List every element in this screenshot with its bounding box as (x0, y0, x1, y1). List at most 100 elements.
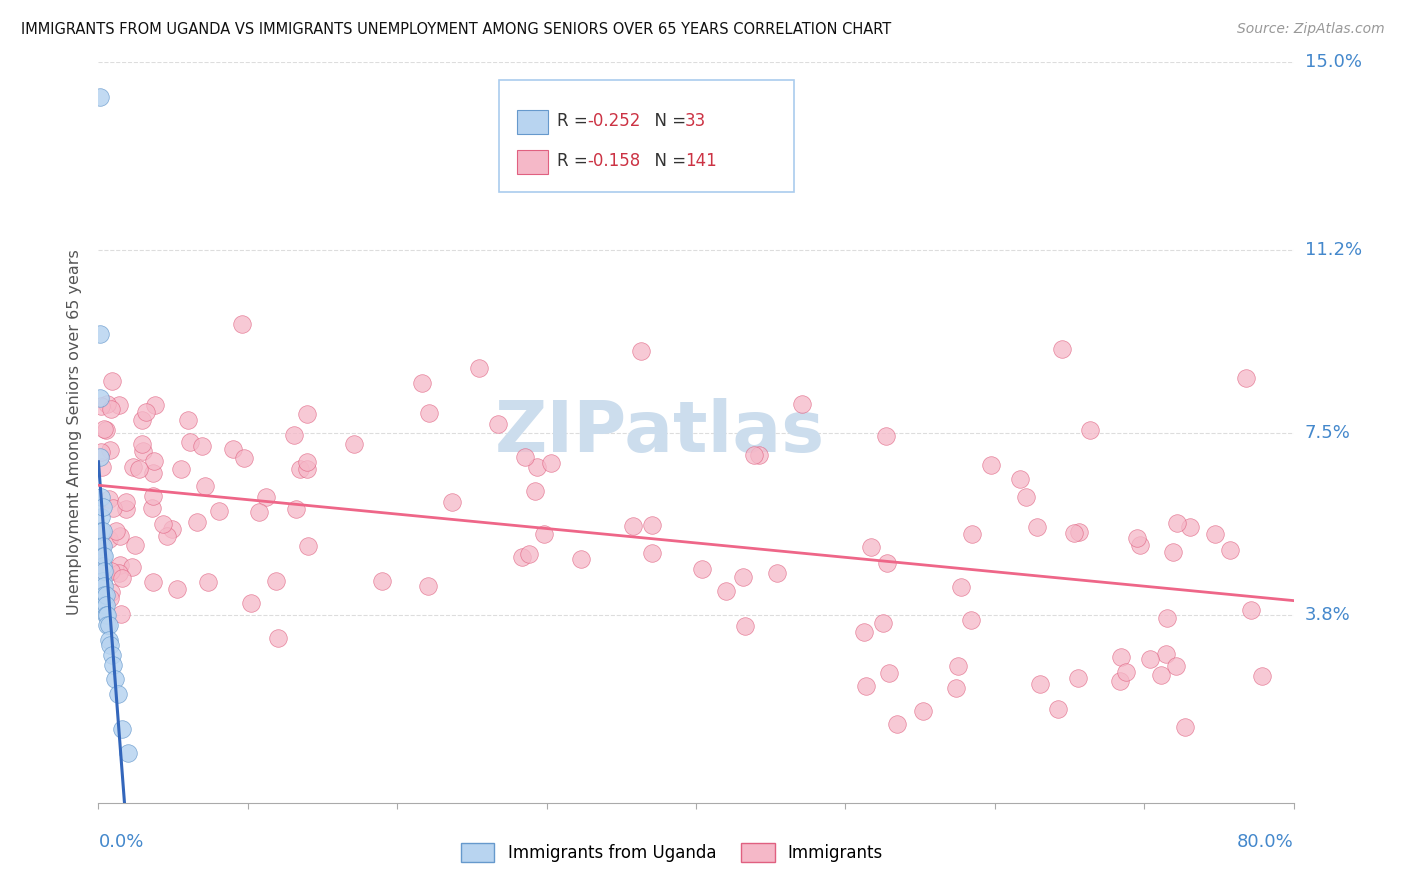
Point (441, 494, 464, 508)
Point (160, 522, 183, 536)
Point (876, 556, 898, 570)
Legend: Immigrants from Uganda, Immigrants: Immigrants from Uganda, Immigrants (454, 836, 890, 869)
Point (860, 541, 883, 555)
Point (690, 561, 713, 575)
Text: -0.158: -0.158 (588, 152, 641, 169)
Point (533, 526, 555, 541)
Point (96, 397, 118, 411)
Point (94, 608, 117, 623)
Point (107, 687, 129, 701)
Point (526, 459, 548, 474)
Point (91, 460, 114, 475)
Text: Source: ZipAtlas.com: Source: ZipAtlas.com (1237, 22, 1385, 37)
Point (93, 599, 115, 613)
Point (540, 456, 562, 470)
Point (630, 344, 652, 359)
Point (90, 526, 112, 541)
Point (949, 581, 972, 595)
Point (1166, 516, 1188, 530)
Point (96, 608, 118, 623)
Point (97, 532, 120, 546)
Point (94, 599, 117, 613)
Point (89, 450, 111, 465)
Point (93, 422, 115, 436)
Point (766, 566, 789, 581)
Text: 80.0%: 80.0% (1237, 833, 1294, 851)
Point (90, 542, 112, 557)
Text: N =: N = (644, 112, 692, 129)
Point (515, 450, 537, 464)
Point (93, 579, 115, 593)
Point (852, 624, 875, 639)
Point (166, 582, 188, 597)
Text: 7.5%: 7.5% (1305, 424, 1351, 442)
Point (247, 506, 270, 520)
Point (100, 443, 122, 458)
Point (100, 402, 122, 417)
Point (90, 490, 112, 504)
Point (111, 571, 134, 585)
Point (108, 398, 131, 412)
Point (297, 539, 319, 553)
Text: 33: 33 (685, 112, 706, 129)
Point (1050, 342, 1073, 356)
Point (90, 509, 112, 524)
Point (97, 618, 120, 632)
Text: R =: R = (557, 152, 593, 169)
Point (911, 704, 934, 718)
Point (716, 584, 738, 599)
Point (886, 716, 908, 731)
Point (283, 428, 305, 442)
Point (179, 434, 201, 449)
Point (108, 558, 131, 572)
Point (872, 616, 894, 631)
Point (152, 517, 174, 532)
Point (117, 747, 139, 761)
Point (569, 551, 592, 566)
Point (411, 376, 433, 390)
Point (855, 679, 877, 693)
Text: 141: 141 (685, 152, 717, 169)
Point (156, 529, 179, 543)
Point (1078, 424, 1101, 438)
Point (131, 413, 153, 427)
Point (101, 500, 124, 515)
Text: ZIPatlas: ZIPatlas (495, 398, 825, 467)
Point (418, 579, 440, 593)
Point (946, 659, 969, 673)
Point (519, 548, 541, 562)
Point (91, 500, 114, 514)
Point (111, 722, 134, 736)
Point (1067, 525, 1090, 540)
Point (101, 648, 124, 662)
Point (89, 391, 111, 405)
Point (264, 574, 287, 589)
Text: 3.8%: 3.8% (1305, 607, 1350, 624)
Point (1204, 526, 1226, 541)
Point (1008, 472, 1031, 486)
Point (524, 484, 547, 499)
Point (89, 326, 111, 341)
Point (91, 574, 114, 588)
Point (103, 657, 125, 672)
Point (114, 495, 136, 509)
Point (100, 585, 122, 599)
Point (97, 492, 120, 507)
Point (1240, 602, 1263, 616)
Point (1029, 676, 1052, 690)
Text: N =: N = (644, 152, 692, 169)
Point (1161, 545, 1184, 559)
Point (124, 538, 146, 552)
Point (222, 442, 245, 457)
Point (91, 558, 114, 573)
Point (135, 405, 157, 419)
Point (89, 90, 111, 104)
Point (90, 445, 112, 459)
Point (295, 455, 318, 469)
Point (1111, 649, 1133, 664)
Text: -0.252: -0.252 (588, 112, 641, 129)
Point (132, 444, 155, 458)
Point (1108, 674, 1130, 689)
Point (115, 502, 138, 516)
Point (877, 665, 900, 680)
